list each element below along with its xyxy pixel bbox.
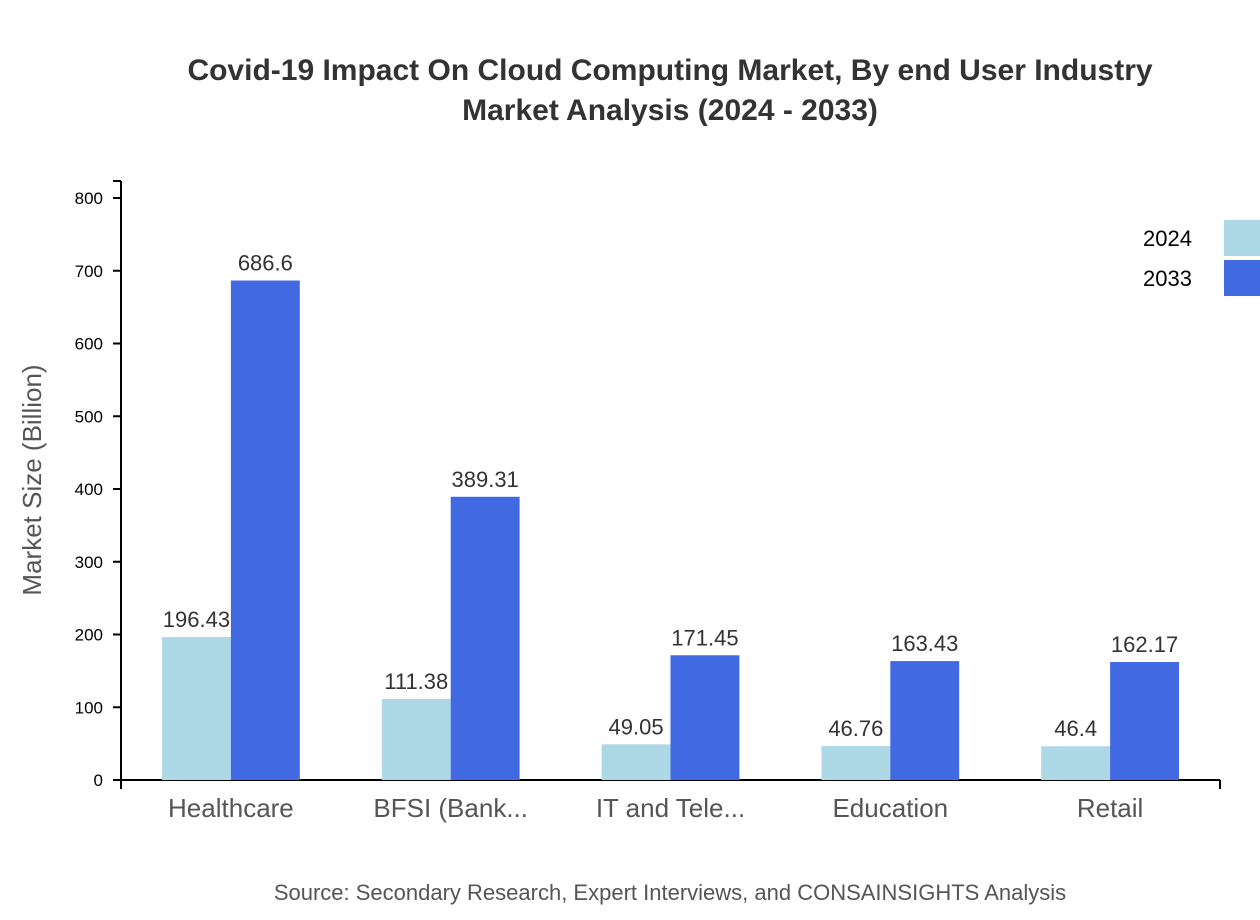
data-label: 686.6 xyxy=(238,250,293,275)
legend-swatch xyxy=(1224,220,1260,256)
legend-label: 2033 xyxy=(1143,266,1192,291)
y-tick-label: 800 xyxy=(75,189,103,208)
bar-2024 xyxy=(1041,746,1111,780)
source-note: Source: Secondary Research, Expert Inter… xyxy=(274,880,1066,905)
data-label: 111.38 xyxy=(384,669,448,694)
x-tick-label: IT and Tele... xyxy=(596,793,745,823)
y-tick-label: 400 xyxy=(75,480,103,499)
bar-2024 xyxy=(381,698,451,780)
data-label: 162.17 xyxy=(1111,632,1178,657)
bar-2033 xyxy=(890,661,960,780)
x-tick-label: BFSI (Bank... xyxy=(373,793,528,823)
y-tick-label: 700 xyxy=(75,262,103,281)
data-label: 46.76 xyxy=(828,716,883,741)
bar-2033 xyxy=(670,655,740,780)
data-label: 46.4 xyxy=(1054,716,1097,741)
bar-2024 xyxy=(162,637,231,780)
data-label: 49.05 xyxy=(609,714,664,739)
y-axis-label: Market Size (Billion) xyxy=(17,364,47,595)
y-tick-label: 300 xyxy=(75,553,103,572)
y-tick-label: 200 xyxy=(75,626,103,645)
y-tick-label: 500 xyxy=(75,407,103,426)
bar-2024 xyxy=(601,744,671,780)
x-tick-label: Healthcare xyxy=(168,793,294,823)
bar-2024 xyxy=(821,745,891,780)
data-label: 163.43 xyxy=(891,631,958,656)
bar-2033 xyxy=(450,496,520,780)
chart-title: Covid-19 Impact On Cloud Computing Marke… xyxy=(187,54,1152,87)
y-tick-label: 0 xyxy=(94,771,103,790)
legend-label: 2024 xyxy=(1143,226,1192,251)
x-tick-label: Retail xyxy=(1077,793,1143,823)
data-label: 171.45 xyxy=(671,625,738,650)
bar-2033 xyxy=(1110,662,1179,780)
x-tick-label: Education xyxy=(832,793,948,823)
chart-subtitle: Market Analysis (2024 - 2033) xyxy=(462,94,878,127)
y-tick-label: 600 xyxy=(75,335,103,354)
data-label: 389.31 xyxy=(452,467,519,492)
data-label: 196.43 xyxy=(163,607,230,632)
bar-2033 xyxy=(230,280,300,780)
y-tick-label: 100 xyxy=(75,698,103,717)
legend-swatch xyxy=(1224,260,1260,296)
